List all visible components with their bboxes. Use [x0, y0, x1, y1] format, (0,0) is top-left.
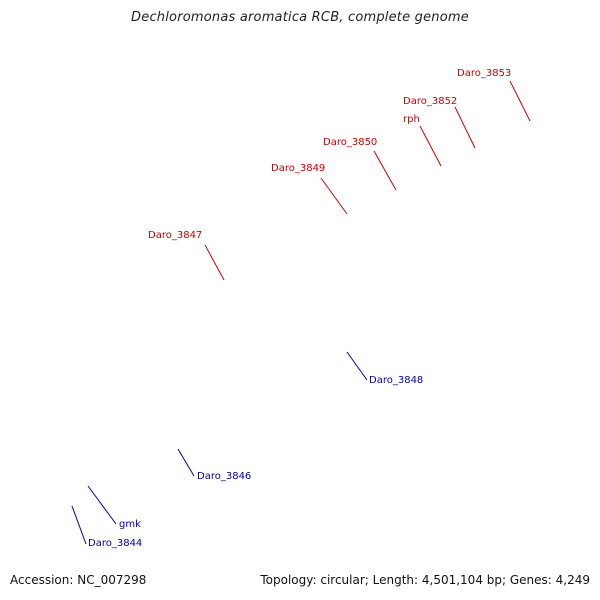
leader-line [71, 505, 87, 545]
gene-label-reverse: gmk [119, 519, 141, 530]
leader-line [454, 106, 476, 149]
gene-label-reverse: Daro_3844 [88, 538, 142, 549]
accession-text: Accession: NC_007298 [10, 573, 147, 587]
leader-line [419, 125, 442, 167]
leader-line [204, 244, 225, 281]
genome-summary-text: Topology: circular; Length: 4,501,104 bp… [260, 573, 590, 587]
gene-label-reverse: Daro_3848 [369, 375, 423, 386]
leader-line [509, 80, 531, 122]
leader-line [373, 150, 397, 191]
gene-label-forward: Daro_3852 [403, 96, 457, 107]
leader-line [346, 351, 368, 381]
gene-label-forward: Daro_3847 [148, 230, 202, 241]
label-leader-lines [71, 80, 531, 545]
leader-line [320, 177, 348, 215]
labels: 4136 kbp4137 kbp4138 kbp4139 kbp4140 kbp… [88, 68, 511, 549]
map-title: Dechloromonas aromatica RCB, complete ge… [131, 10, 469, 25]
leader-line [177, 448, 195, 477]
leader-line [87, 485, 117, 525]
gene-label-reverse: Daro_3846 [197, 471, 251, 482]
gene-label-forward: rph [403, 114, 420, 125]
gene-label-forward: Daro_3849 [271, 163, 325, 174]
gene-label-forward: Daro_3850 [323, 137, 377, 148]
gene-label-forward: Daro_3853 [457, 68, 511, 79]
